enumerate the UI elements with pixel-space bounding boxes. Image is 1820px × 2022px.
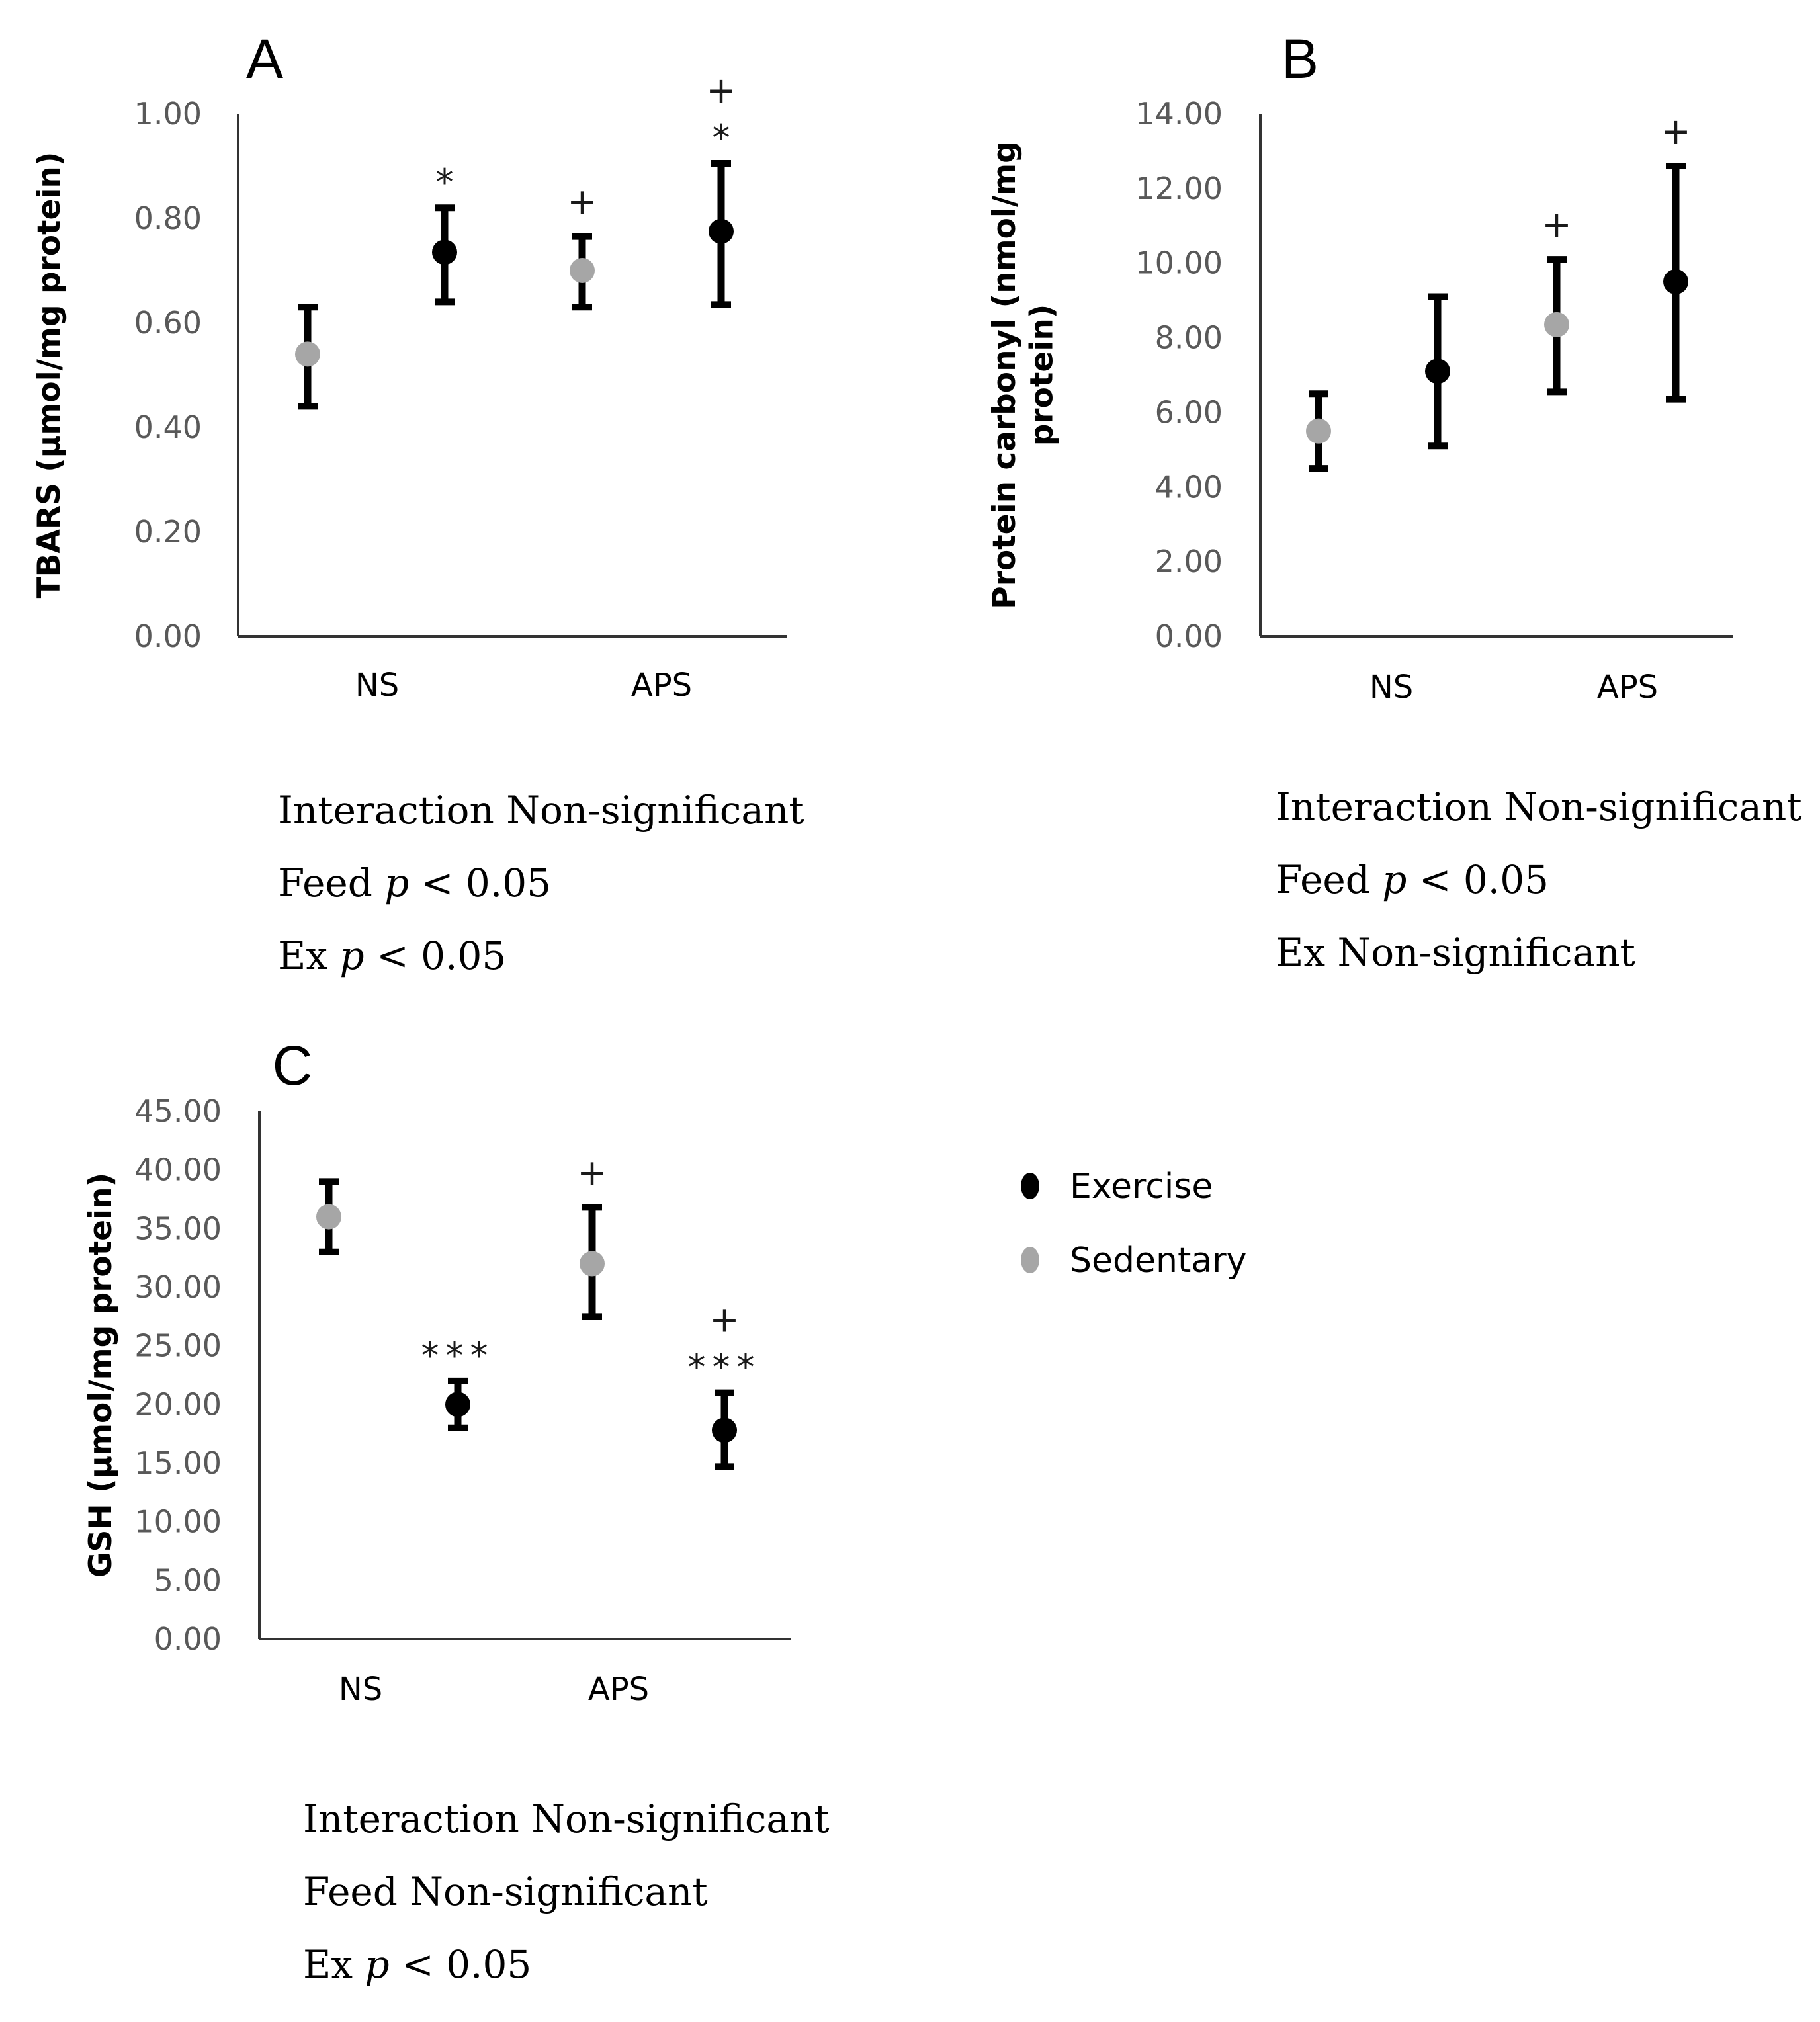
stat-line: Feed p < 0.05 (1276, 857, 1549, 902)
y-tick-label: 1.00 (134, 96, 202, 132)
y-tick-label: 2.00 (1155, 544, 1223, 579)
legend-marker (1021, 1247, 1039, 1273)
x-category-label: NS (339, 1671, 382, 1708)
data-point-sedentary-aps (570, 258, 595, 283)
y-tick-label: 15.00 (134, 1445, 222, 1481)
chart-panel-a: A 0.00 0.20 0.40 0.60 0.80 1.00 TBARS (µmol/mg … (31, 28, 804, 978)
y-tick-label: 20.00 (134, 1386, 222, 1422)
legend-item-exercise: Exercise (1021, 1167, 1213, 1206)
stat-line: Ex p < 0.05 (303, 1942, 531, 1987)
y-tick-label: 40.00 (134, 1152, 222, 1188)
x-category-label: APS (631, 667, 692, 704)
y-tick-label: 0.00 (134, 618, 202, 654)
stat-line: Ex Non-significant (1276, 930, 1635, 975)
x-category-label: NS (1369, 669, 1413, 706)
stat-line: Feed p < 0.05 (278, 861, 551, 906)
significance-plus: + (706, 69, 736, 111)
data-point-sedentary-ns (316, 1204, 341, 1230)
panel-letter: B (1281, 28, 1319, 90)
significance-asterisk: *** (421, 1335, 495, 1376)
y-tick-label: 5.00 (154, 1562, 222, 1598)
y-tick-label: 12.00 (1135, 171, 1223, 206)
y-tick-label: 0.20 (134, 514, 202, 550)
stat-line: Feed Non-significant (303, 1869, 708, 1914)
significance-asterisk: * (436, 161, 454, 203)
legend-marker (1021, 1173, 1039, 1199)
x-category-label: APS (588, 1671, 649, 1708)
stat-line: Interaction Non-significant (278, 788, 804, 833)
significance-asterisk: * (713, 117, 730, 159)
legend-label: Exercise (1070, 1167, 1213, 1206)
significance-plus: + (577, 1152, 607, 1193)
y-tick-label: 10.00 (1135, 245, 1223, 281)
x-category-label: NS (355, 667, 399, 704)
y-tick-label: 45.00 (134, 1093, 222, 1129)
data-point-exercise-ns (1425, 358, 1450, 384)
x-category-label: APS (1597, 669, 1658, 706)
legend-item-sedentary: Sedentary (1021, 1241, 1246, 1281)
legend: Exercise Sedentary (1021, 1167, 1246, 1281)
data-point-exercise-aps (712, 1417, 737, 1443)
y-tick-label: 25.00 (134, 1328, 222, 1364)
y-axis-title: Protein carbonyl (nmol/mgprotein) (986, 141, 1060, 609)
y-tick-label: 6.00 (1155, 394, 1223, 430)
data-point-sedentary-ns (1306, 418, 1331, 444)
chart-panel-b: B 0.00 2.00 4.00 6.00 8.00 10.00 12.00 14.00 Prot… (986, 28, 1801, 975)
significance-plus: + (567, 181, 597, 223)
data-point-exercise-ns (432, 239, 457, 265)
stat-line: Ex p < 0.05 (278, 933, 506, 978)
y-tick-label: 30.00 (134, 1269, 222, 1305)
data-point-sedentary-aps (580, 1251, 605, 1277)
significance-plus: + (1541, 204, 1571, 245)
stat-line: Interaction Non-significant (303, 1796, 830, 1841)
y-tick-label: 14.00 (1135, 96, 1223, 132)
y-tick-label: 0.00 (1155, 618, 1223, 654)
data-point-exercise-aps (1663, 269, 1688, 294)
y-axis-title: GSH (µmol/mg protein) (83, 1173, 119, 1578)
panel-letter: C (273, 1034, 313, 1097)
y-tick-label: 0.00 (154, 1621, 222, 1657)
data-point-sedentary-aps (1544, 312, 1569, 337)
y-tick-label: 10.00 (134, 1504, 222, 1540)
y-tick-label: 0.40 (134, 409, 202, 445)
y-tick-label: 0.80 (134, 200, 202, 236)
significance-plus: + (1661, 110, 1690, 152)
data-point-sedentary-ns (295, 341, 320, 367)
significance-plus: + (709, 1299, 739, 1341)
legend-label: Sedentary (1070, 1241, 1246, 1281)
data-point-exercise-aps (709, 218, 734, 244)
chart-panel-c: C 0.00 5.00 10.00 15.00 20.00 25.00 30.00 35.00 4… (83, 1034, 830, 1987)
y-tick-label: 0.60 (134, 305, 202, 341)
significance-asterisk: *** (688, 1347, 761, 1388)
data-point-exercise-ns (445, 1392, 470, 1417)
y-tick-label: 8.00 (1155, 320, 1223, 356)
y-tick-label: 35.00 (134, 1210, 222, 1246)
y-tick-label: 4.00 (1155, 469, 1223, 505)
stat-line: Interaction Non-significant (1276, 784, 1802, 829)
panel-letter: A (246, 28, 283, 90)
y-axis-title: TBARS (µmol/mg protein) (31, 152, 67, 599)
